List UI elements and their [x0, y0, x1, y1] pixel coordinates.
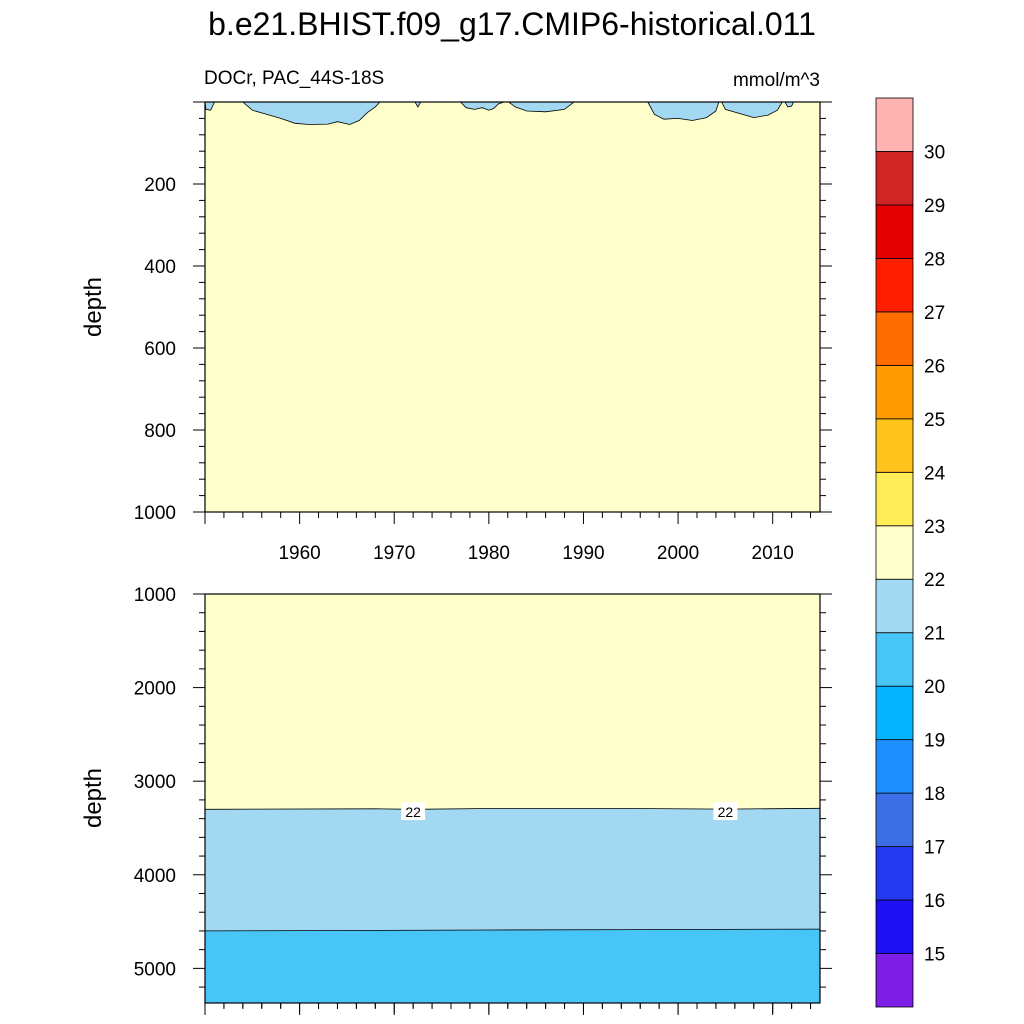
fill-21-22	[205, 808, 820, 931]
colorbar-label: 17	[924, 838, 945, 859]
colorbar-swatch	[875, 311, 914, 366]
colorbar-swatch	[875, 899, 914, 954]
y-tick-label: 1000	[134, 503, 176, 524]
colorbar-label: 20	[924, 677, 945, 698]
y-tick-label: 600	[144, 339, 176, 360]
fill-20-21	[205, 929, 820, 1003]
chart-title: b.e21.BHIST.f09_g17.CMIP6-historical.011	[208, 6, 816, 42]
y-tick-label: 4000	[134, 866, 176, 887]
y-tick-label: 200	[144, 175, 176, 196]
colorbar-swatch	[875, 739, 914, 794]
fill-21-22	[205, 102, 794, 125]
contour-label: 22	[405, 804, 421, 820]
colorbar-swatch	[875, 846, 914, 901]
colorbar-label: 24	[924, 463, 946, 484]
x-tick-label: 1960	[278, 543, 320, 564]
contour-label-box	[401, 802, 426, 821]
top-plot-area: 200 400 600 800 1000 1960 1970 1980 1990 2000 2010	[134, 101, 832, 564]
colorbar-swatch	[875, 471, 914, 527]
colorbar-swatch	[875, 418, 914, 473]
colorbar-swatch	[875, 204, 914, 259]
fill-22-23	[205, 102, 820, 512]
top-plot-frame	[204, 101, 821, 513]
colorbar-swatch	[875, 632, 914, 687]
x-tick-label: 1970	[373, 543, 415, 564]
top-panel-ylabel: depth	[80, 277, 107, 337]
colorbar-label: 15	[924, 945, 945, 966]
contour-label: 22	[718, 804, 734, 820]
contour-line	[205, 928, 820, 932]
y-tick-label: 2000	[134, 679, 176, 700]
top-panel: DOCr, PAC_44S-18S mmol/m^3 depth 200 400 6…	[80, 68, 832, 564]
x-tick-label: 2010	[752, 543, 794, 564]
bottom-plot-frame	[204, 593, 821, 1004]
colorbar-label: 18	[924, 784, 945, 805]
y-tick-label: 5000	[134, 959, 176, 980]
colorbar-swatch	[875, 258, 914, 313]
y-tick-label: 3000	[134, 772, 176, 793]
bottom-panel: depth 22 22 1000 2000 3000 4000 5000	[80, 585, 832, 1015]
top-panel-subtitle-right: mmol/m^3	[733, 70, 820, 91]
colorbar-swatch	[875, 953, 914, 1008]
colorbar-label: 21	[924, 624, 945, 645]
y-tick-label: 400	[144, 257, 176, 278]
colorbar-label: 30	[924, 142, 945, 163]
colorbar-label: 23	[924, 517, 945, 538]
colorbar-label: 19	[924, 731, 945, 752]
x-tick-label: 1980	[468, 543, 510, 564]
colorbar-label: 26	[924, 356, 945, 377]
colorbar-swatch	[875, 792, 914, 847]
bottom-plot-area: 22 22 1000 2000 3000 4000 5000	[134, 585, 832, 1015]
colorbar-label: 22	[924, 570, 945, 591]
colorbar-label: 25	[924, 410, 945, 431]
colorbar-swatch	[875, 525, 914, 580]
colorbar-swatch	[875, 364, 914, 420]
x-tick-label: 2000	[657, 543, 699, 564]
colorbar-swatch	[875, 578, 914, 634]
colorbar: 15 16 17 18 19 20 21 22 23 24 25 26 27 28 29 30	[875, 97, 946, 1008]
colorbar-label: 16	[924, 891, 945, 912]
y-tick-label: 1000	[134, 585, 176, 606]
bottom-panel-ylabel: depth	[80, 768, 107, 828]
top-panel-subtitle-left: DOCr, PAC_44S-18S	[204, 68, 384, 89]
colorbar-swatch	[875, 151, 914, 206]
top-plot-fill	[205, 102, 820, 512]
colorbar-label: 27	[924, 303, 945, 324]
colorbar-label: 28	[924, 249, 945, 270]
colorbar-swatch	[875, 97, 914, 152]
bottom-plot-fill: 22 22	[205, 594, 820, 1003]
y-tick-label: 800	[144, 421, 176, 442]
contour-label-box	[713, 802, 738, 821]
colorbar-swatch	[875, 685, 914, 741]
colorbar-label: 29	[924, 196, 945, 217]
x-tick-label: 1990	[562, 543, 604, 564]
